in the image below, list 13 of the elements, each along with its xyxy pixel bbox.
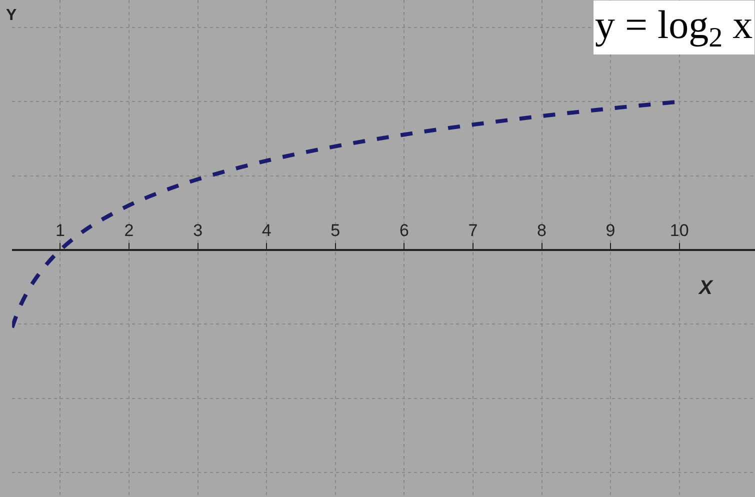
x-axis-title: X: [698, 277, 714, 299]
x-tick-label: 8: [537, 221, 546, 240]
x-tick-label: 2: [124, 221, 134, 240]
y-axis-title: Y: [6, 7, 17, 24]
x-tick-label: 10: [670, 221, 689, 240]
x-tick-label: 5: [330, 221, 340, 240]
chart-title: y = log$_{2}$ x: [595, 2, 753, 54]
x-tick-label: 1: [55, 221, 65, 240]
x-tick-label: 7: [468, 221, 478, 240]
x-tick-label: 3: [193, 221, 203, 240]
x-tick-label: 6: [399, 221, 409, 240]
x-tick-label: 9: [606, 221, 616, 240]
x-tick-label: 4: [262, 221, 272, 240]
